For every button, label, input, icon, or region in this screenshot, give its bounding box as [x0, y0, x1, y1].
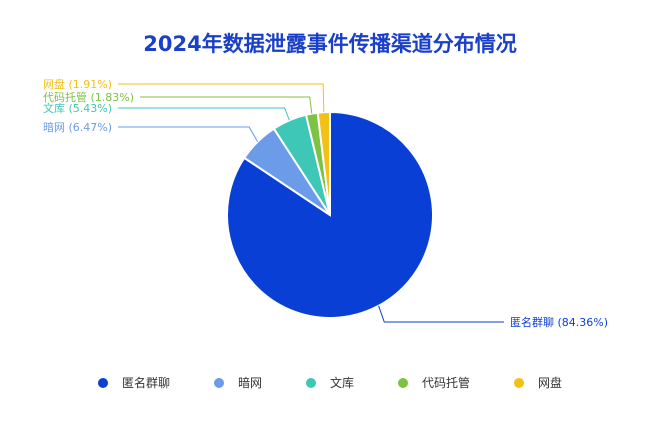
data-label-1: 暗网 (6.47%)	[43, 120, 112, 134]
data-label-4: 网盘 (1.91%)	[43, 77, 112, 91]
legend: 匿名群聊 暗网 文库 代码托管 网盘	[0, 374, 660, 391]
pie-slice-4[interactable]	[316, 110, 331, 216]
legend-marker-icon	[514, 377, 525, 388]
data-label-3: 代码托管 (1.83%)	[43, 90, 134, 104]
label-leader-line-2	[118, 107, 290, 121]
legend-marker-icon	[305, 377, 316, 388]
legend-item-3[interactable]: 代码托管	[398, 374, 470, 391]
chart-title: 2024年数据泄露事件传播渠道分布情况	[143, 32, 517, 56]
data-label-0: 匿名群聊 (84.36%)	[510, 315, 608, 329]
legend-label: 匿名群聊	[121, 376, 170, 390]
legend-label: 代码托管	[422, 376, 471, 390]
label-leader-line-3	[140, 96, 313, 114]
legend-item-4[interactable]: 网盘	[514, 374, 562, 391]
pie-slice-0[interactable]	[226, 110, 434, 319]
legend-label: 文库	[329, 376, 354, 390]
legend-item-2[interactable]: 文库	[305, 374, 354, 391]
label-leader-line-1	[118, 126, 259, 142]
legend-marker-icon	[97, 377, 108, 388]
label-leader-line-0	[378, 305, 504, 323]
label-leader-line-4	[118, 83, 325, 113]
data-label-2: 文库 (5.43%)	[43, 101, 112, 115]
legend-marker-icon	[398, 377, 408, 388]
legend-item-0[interactable]: 匿名群聊	[97, 374, 170, 391]
legend-marker-icon	[213, 377, 224, 388]
legend-label: 暗网	[237, 376, 262, 390]
legend-item-1[interactable]: 暗网	[213, 374, 262, 391]
legend-label: 网盘	[538, 376, 563, 390]
